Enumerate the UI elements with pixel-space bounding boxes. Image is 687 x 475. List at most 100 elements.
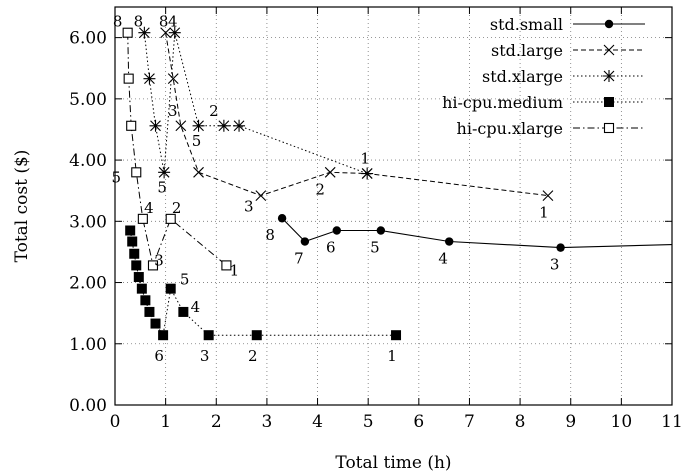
point-label-std-large: 8 (159, 13, 169, 31)
legend-marker-hi-cpu-medium (604, 97, 614, 107)
data-point-hi-cpu-medium-shape (178, 306, 189, 317)
data-point-hi-cpu-medium-shape (133, 272, 144, 283)
data-point-std-large-shape (542, 190, 554, 201)
data-point-std-large (255, 190, 267, 201)
point-label-std-small: 6 (326, 238, 336, 256)
data-point-hi-cpu-medium (129, 248, 140, 259)
data-point-std-large-shape (255, 190, 267, 201)
legend-marker-std-large (603, 44, 615, 56)
legend-label-std-xlarge: std.xlarge (482, 67, 563, 86)
data-point-std-xlarge (158, 166, 171, 179)
x-tick-label: 2 (211, 412, 222, 432)
data-point-std-xlarge-shape (217, 119, 230, 132)
data-point-hi-cpu-xlarge-shape (137, 213, 148, 224)
point-label-std-large: 2 (315, 180, 325, 198)
data-point-std-large (193, 166, 204, 178)
ticks: 0 1 2 3 4 5 6 7 8 9 10 110.001.002.003.004.005.006.… (69, 7, 683, 432)
data-point-std-xlarge (168, 26, 181, 39)
series-line-std-small (281, 217, 673, 249)
x-tick-label: 0 (110, 412, 121, 432)
point-label-hi-cpu-xlarge: 4 (144, 199, 154, 217)
data-point-std-xlarge (149, 119, 162, 132)
data-point-hi-cpu-medium (165, 283, 176, 294)
data-point-hi-cpu-medium-shape (129, 248, 140, 259)
data-point-std-small-shape (300, 237, 310, 246)
data-point-hi-cpu-xlarge-shape (126, 120, 137, 131)
y-tick-label: 5.00 (69, 90, 107, 110)
data-point-std-xlarge-shape (233, 119, 246, 132)
series-line-hi-cpu-xlarge (127, 32, 227, 268)
data-point-hi-cpu-xlarge-shape (147, 260, 159, 271)
data-point-std-large-shape (167, 73, 179, 85)
x-tick-label: 9 (565, 412, 576, 432)
point-label-hi-cpu-xlarge: 2 (172, 199, 182, 217)
data-point-hi-cpu-medium-shape (158, 330, 169, 341)
data-point-std-xlarge (217, 119, 230, 132)
legend-label-hi-cpu-medium: hi-cpu.medium (442, 93, 563, 112)
legend-label-hi-cpu-xlarge: hi-cpu.xlarge (457, 119, 563, 138)
point-label-hi-cpu-xlarge: 8 (113, 13, 123, 31)
data-point-std-large-shape (193, 166, 204, 178)
data-point-hi-cpu-medium-shape (136, 283, 147, 294)
point-label-std-xlarge: 5 (192, 132, 202, 150)
data-point-hi-cpu-xlarge (122, 27, 133, 38)
data-point-hi-cpu-xlarge-shape (122, 27, 133, 38)
data-point-std-xlarge-shape (361, 167, 374, 180)
x-tick-label: 5 (363, 412, 374, 432)
x-tick-label: 1 (160, 412, 171, 432)
data-point-hi-cpu-xlarge-shape (221, 260, 232, 271)
data-point-hi-cpu-medium (136, 283, 147, 294)
legend-item-hi-cpu-medium: hi-cpu.medium (442, 93, 645, 112)
data-point-std-small-shape (376, 226, 386, 235)
data-point-hi-cpu-medium-shape (150, 318, 161, 329)
point-label-std-small: 7 (294, 250, 304, 268)
data-point-hi-cpu-medium-shape (203, 330, 214, 341)
point-label-std-large: 3 (168, 102, 178, 120)
data-point-std-xlarge-shape (158, 166, 171, 179)
data-point-hi-cpu-medium-shape (251, 330, 262, 341)
data-point-std-large (542, 190, 554, 201)
data-point-hi-cpu-xlarge (147, 260, 159, 271)
series-line-std-large (165, 32, 548, 197)
point-label-std-large: 3 (244, 198, 254, 216)
data-point-std-xlarge-shape (192, 119, 205, 132)
data-point-hi-cpu-xlarge-shape (123, 73, 134, 84)
data-point-hi-cpu-medium (251, 330, 262, 341)
data-point-std-xlarge-shape (149, 119, 162, 132)
x-tick-label: 11 (661, 412, 683, 432)
data-point-std-large (160, 27, 172, 39)
legend-item-std-small: std.small (490, 15, 645, 34)
data-point-hi-cpu-xlarge (123, 73, 134, 84)
data-point-std-large-shape (160, 27, 172, 39)
data-point-hi-cpu-xlarge (126, 120, 137, 131)
point-label-std-large: 1 (539, 204, 549, 222)
data-point-std-small (300, 237, 310, 246)
y-tick-label: 1.00 (69, 335, 107, 355)
data-point-hi-cpu-xlarge (221, 260, 232, 271)
x-axis-label: Total time (h) (335, 453, 451, 473)
y-tick-label: 2.00 (69, 274, 107, 294)
y-tick-label: 6.00 (69, 29, 107, 49)
data-point-std-large (175, 120, 187, 132)
data-point-hi-cpu-medium (127, 236, 138, 247)
data-point-std-xlarge (143, 72, 156, 85)
x-tick-label: 4 (312, 412, 323, 432)
x-tick-label: 7 (464, 412, 475, 432)
data-point-hi-cpu-medium-shape (165, 283, 176, 294)
data-point-std-xlarge (361, 167, 374, 180)
point-label-std-xlarge: 4 (168, 13, 178, 31)
data-point-std-small (332, 226, 341, 235)
point-label-std-small: 3 (550, 256, 560, 274)
point-label-std-large: 1 (360, 150, 370, 168)
point-label-std-small: 8 (265, 226, 275, 244)
data-point-hi-cpu-xlarge (165, 213, 176, 224)
data-point-std-small-shape (277, 214, 287, 223)
data-point-std-xlarge (233, 119, 246, 132)
data-point-std-xlarge (138, 26, 151, 39)
y-tick-label: 4.00 (69, 151, 107, 171)
